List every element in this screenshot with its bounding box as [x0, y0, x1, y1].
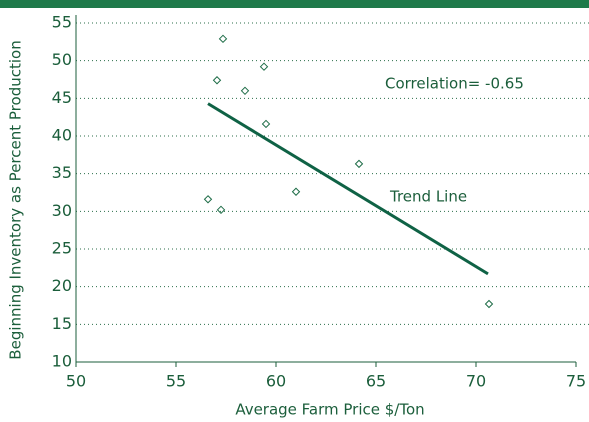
x-tick-label: 70 [466, 372, 486, 391]
point [218, 34, 228, 44]
y-tick-label: 45 [52, 88, 72, 107]
y-tick-label: 50 [52, 50, 72, 69]
y-axis-label: Beginning Inventory as Percent Productio… [7, 40, 25, 359]
point [261, 119, 271, 129]
x-tick-label: 65 [366, 372, 386, 391]
point [203, 195, 213, 204]
annotation: Correlation= -0.65 [385, 75, 524, 93]
point [240, 86, 250, 96]
point [259, 62, 269, 71]
x-tick-label: 55 [166, 372, 186, 391]
x-tick-label: 60 [266, 372, 286, 391]
y-tick-label: 55 [52, 13, 72, 32]
point [291, 187, 301, 196]
x-axis-label: Average Farm Price $/Ton [235, 401, 424, 419]
y-tick-label: 20 [52, 276, 72, 295]
point [212, 76, 222, 85]
header-bar [0, 0, 589, 8]
y-tick-label: 15 [52, 314, 72, 333]
x-tick-label: 75 [566, 372, 586, 391]
point [216, 205, 226, 215]
annotation: Trend Line [389, 188, 467, 206]
point [484, 299, 494, 309]
y-tick-label: 30 [52, 201, 72, 220]
x-tick-label: 50 [66, 372, 86, 391]
trend-line [207, 102, 489, 276]
y-tick-label: 25 [52, 239, 72, 258]
y-tick-label: 40 [52, 126, 72, 145]
y-tick-label: 10 [52, 352, 72, 371]
point [354, 159, 364, 169]
y-tick-label: 35 [52, 163, 72, 182]
